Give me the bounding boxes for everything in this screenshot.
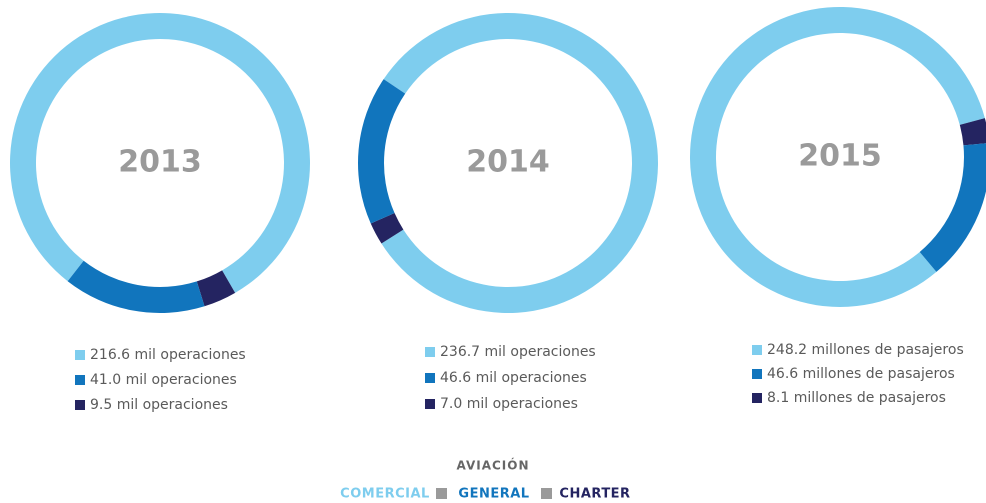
legend-title: AVIACIÓN <box>456 458 529 473</box>
donut-segment <box>358 79 406 224</box>
legend-label: 46.6 mil operaciones <box>440 370 587 386</box>
chart-title: 2015 <box>798 139 882 174</box>
legend-swatch <box>752 393 762 403</box>
legend-item: GENERAL <box>458 487 529 502</box>
legend-label: 7.0 mil operaciones <box>440 396 578 412</box>
legend-label: 46.6 millones de pasajeros <box>767 366 955 382</box>
legend-swatch <box>425 347 435 357</box>
legend-item: COMERCIAL <box>340 487 430 502</box>
donut-segment <box>370 213 404 244</box>
legend-swatch <box>75 375 85 385</box>
legend-item: CHARTER <box>559 487 630 502</box>
legend-label: 216.6 mil operaciones <box>90 347 246 363</box>
chart-title: 2014 <box>466 145 550 180</box>
legend-swatch <box>75 400 85 410</box>
legend-swatch <box>425 373 435 383</box>
legend-label: 9.5 mil operaciones <box>90 397 228 413</box>
legend-label: 236.7 mil operaciones <box>440 344 596 360</box>
legend-swatch <box>75 350 85 360</box>
donut-segment <box>196 270 236 307</box>
legend-swatch <box>752 369 762 379</box>
legend-label: 8.1 millones de pasajeros <box>767 390 946 406</box>
chart-title: 2013 <box>118 145 202 180</box>
legend-label: 41.0 mil operaciones <box>90 372 237 388</box>
donut-segment <box>919 143 986 272</box>
donut-segment <box>67 260 205 313</box>
legend-label: 248.2 millones de pasajeros <box>767 342 964 358</box>
legend-swatch <box>425 399 435 409</box>
donut-segment <box>959 118 986 146</box>
separator <box>541 488 552 499</box>
legend-swatch <box>752 345 762 355</box>
separator <box>436 488 447 499</box>
